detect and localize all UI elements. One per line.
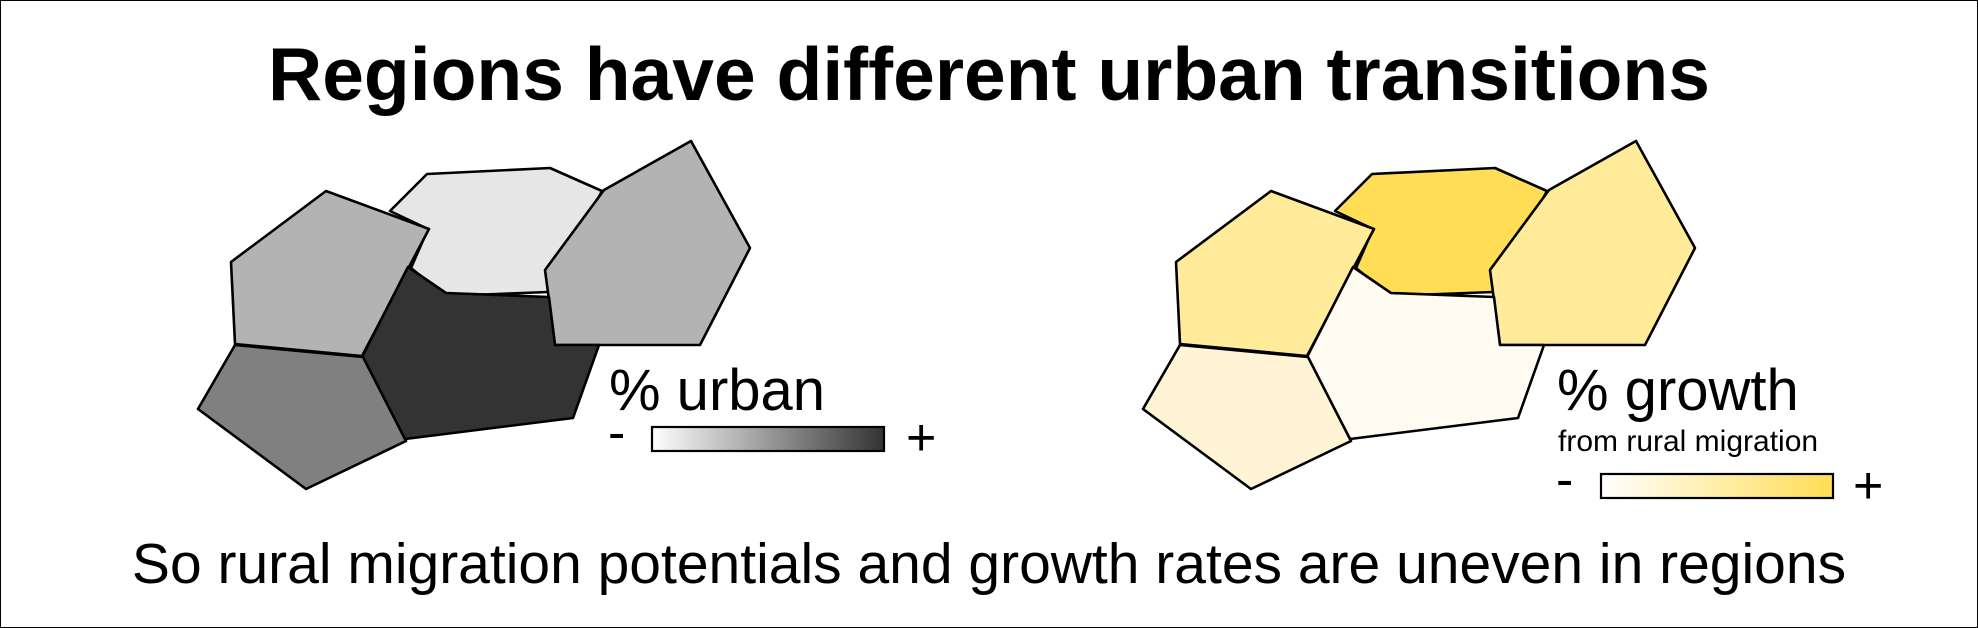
growth-region-right	[1488, 139, 1697, 347]
urban-map	[196, 139, 752, 491]
growth-region-bottom-left	[1141, 343, 1353, 491]
urban-legend-max: +	[906, 409, 936, 467]
urban-legend-min: -	[608, 404, 625, 462]
urban-legend: % urban - +	[608, 358, 936, 467]
urban-color-ramp	[650, 425, 886, 453]
growth-color-ramp	[1599, 472, 1835, 500]
figure-caption: So rural migration potentials and growth…	[131, 532, 1847, 596]
figure-title: Regions have different urban transitions	[268, 32, 1710, 116]
growth-legend: % growth from rural migration - +	[1556, 358, 1883, 515]
growth-legend-subtitle: from rural migration	[1558, 425, 1818, 458]
urban-region-right	[543, 139, 752, 347]
growth-legend-title: % growth	[1557, 358, 1799, 423]
growth-legend-max: +	[1853, 457, 1883, 515]
urban-region-bottom-left	[196, 343, 408, 491]
growth-map	[1141, 139, 1697, 491]
growth-legend-min: -	[1556, 451, 1573, 509]
urban-legend-title: % urban	[609, 358, 825, 423]
